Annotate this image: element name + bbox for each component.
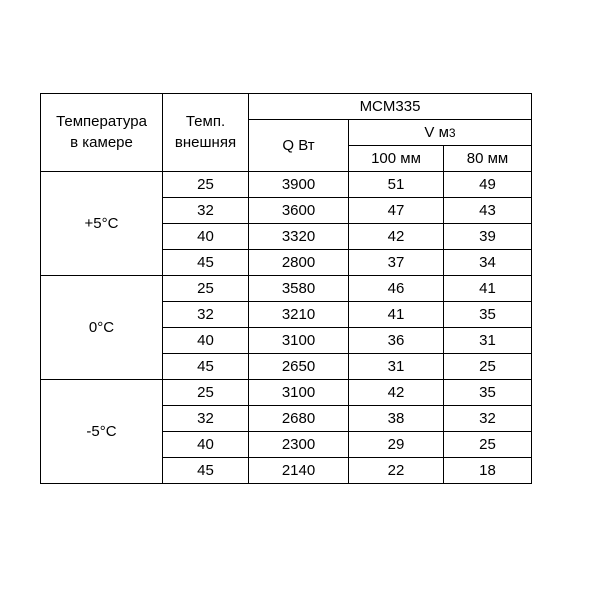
q-cell: 2650 — [249, 354, 349, 380]
ext-temp-cell: 40 — [163, 328, 249, 354]
chamber-temp-cell: -5°C — [41, 380, 163, 484]
v80-cell: 41 — [444, 276, 532, 302]
ext-temp-cell: 40 — [163, 432, 249, 458]
q-cell: 3600 — [249, 198, 349, 224]
header-q: Q Вт — [249, 120, 349, 172]
v80-cell: 39 — [444, 224, 532, 250]
chamber-temp-cell: 0°C — [41, 276, 163, 380]
ext-temp-cell: 25 — [163, 172, 249, 198]
header-chamber-temp: Температура в камере — [41, 94, 163, 172]
q-cell: 2680 — [249, 406, 349, 432]
ext-temp-cell: 45 — [163, 354, 249, 380]
v100-cell: 37 — [349, 250, 444, 276]
ext-temp-cell: 32 — [163, 198, 249, 224]
q-cell: 3320 — [249, 224, 349, 250]
v100-cell: 47 — [349, 198, 444, 224]
ext-temp-cell: 32 — [163, 406, 249, 432]
v100-cell: 38 — [349, 406, 444, 432]
v100-cell: 31 — [349, 354, 444, 380]
v80-cell: 43 — [444, 198, 532, 224]
q-cell: 3100 — [249, 328, 349, 354]
header-row-1: Температура в камере Темп. внешняя MCM33… — [41, 94, 532, 120]
v100-cell: 29 — [349, 432, 444, 458]
table-row: +5°C 25 3900 51 49 — [41, 172, 532, 198]
v80-cell: 34 — [444, 250, 532, 276]
ext-temp-cell: 45 — [163, 250, 249, 276]
v80-cell: 31 — [444, 328, 532, 354]
header-v-sub: 3 — [449, 126, 456, 140]
header-external-temp-line1: Темп. — [186, 113, 225, 130]
q-cell: 3100 — [249, 380, 349, 406]
v80-cell: 25 — [444, 354, 532, 380]
v100-cell: 41 — [349, 302, 444, 328]
v100-cell: 36 — [349, 328, 444, 354]
chamber-temp-cell: +5°C — [41, 172, 163, 276]
v80-cell: 25 — [444, 432, 532, 458]
header-thickness-100: 100 мм — [349, 146, 444, 172]
q-cell: 3580 — [249, 276, 349, 302]
v100-cell: 42 — [349, 224, 444, 250]
header-chamber-temp-line1: Температура — [56, 113, 147, 130]
v100-cell: 22 — [349, 458, 444, 484]
v100-cell: 46 — [349, 276, 444, 302]
v100-cell: 42 — [349, 380, 444, 406]
q-cell: 2140 — [249, 458, 349, 484]
header-v-main: V м — [424, 124, 449, 141]
header-v: V м3 — [349, 120, 532, 146]
q-cell: 2300 — [249, 432, 349, 458]
ext-temp-cell: 25 — [163, 276, 249, 302]
table-row: 0°C 25 3580 46 41 — [41, 276, 532, 302]
header-external-temp: Темп. внешняя — [163, 94, 249, 172]
table-row: -5°C 25 3100 42 35 — [41, 380, 532, 406]
v80-cell: 35 — [444, 380, 532, 406]
spec-table: Температура в камере Темп. внешняя MCM33… — [40, 93, 532, 484]
ext-temp-cell: 45 — [163, 458, 249, 484]
ext-temp-cell: 25 — [163, 380, 249, 406]
v100-cell: 51 — [349, 172, 444, 198]
q-cell: 3900 — [249, 172, 349, 198]
header-thickness-80: 80 мм — [444, 146, 532, 172]
v80-cell: 49 — [444, 172, 532, 198]
v80-cell: 18 — [444, 458, 532, 484]
q-cell: 3210 — [249, 302, 349, 328]
q-cell: 2800 — [249, 250, 349, 276]
header-chamber-temp-line2: в камере — [70, 134, 133, 151]
v80-cell: 32 — [444, 406, 532, 432]
v80-cell: 35 — [444, 302, 532, 328]
header-external-temp-line2: внешняя — [175, 134, 236, 151]
header-model: MCM335 — [249, 94, 532, 120]
spec-table-container: Температура в камере Темп. внешняя MCM33… — [40, 93, 532, 484]
ext-temp-cell: 40 — [163, 224, 249, 250]
ext-temp-cell: 32 — [163, 302, 249, 328]
